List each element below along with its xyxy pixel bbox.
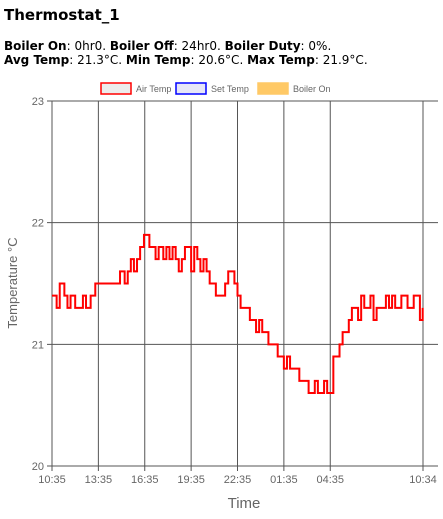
legend-swatch[interactable] xyxy=(100,82,132,95)
y-tick-label: 21 xyxy=(32,339,44,351)
x-tick-label: 22:35 xyxy=(224,474,252,486)
boiler-duty-label: Boiler Duty xyxy=(224,39,301,53)
min-temp-value: : 20.6°C. xyxy=(190,53,248,67)
avg-temp-label: Avg Temp xyxy=(4,53,70,67)
max-temp-label: Max Temp xyxy=(247,53,315,67)
boiler-off-value: : 24hr0. xyxy=(173,39,225,53)
x-tick-label: 04:35 xyxy=(316,474,344,486)
x-tick-label: 19:35 xyxy=(177,474,205,486)
legend-label[interactable]: Boiler On xyxy=(293,84,331,94)
stats-summary: Boiler On: 0hr0. Boiler Off: 24hr0. Boil… xyxy=(4,39,368,67)
chart-grid xyxy=(47,100,438,471)
x-tick-label: 16:35 xyxy=(131,474,159,486)
page-title: Thermostat_1 xyxy=(4,6,120,24)
boiler-on-label: Boiler On xyxy=(4,39,67,53)
x-tick-label: 13:35 xyxy=(85,474,113,486)
chart-series xyxy=(52,233,424,394)
max-temp-value: : 21.9°C. xyxy=(314,53,368,67)
avg-temp-value: : 21.3°C. xyxy=(69,53,126,67)
y-axis-label: Temperature °C xyxy=(5,237,20,328)
x-tick-label: 10:34 xyxy=(409,474,437,486)
chart-axes: 20 21 22 23 10:35 13:35 16:35 19:35 22:35 01:35 04… xyxy=(32,96,437,486)
series-line-air-temp xyxy=(52,233,424,394)
x-axis-label: Time xyxy=(228,495,261,512)
legend-label[interactable]: Set Temp xyxy=(211,84,249,94)
x-tick-label: 10:35 xyxy=(38,474,66,486)
legend-label[interactable]: Air Temp xyxy=(136,84,171,94)
min-temp-label: Min Temp xyxy=(125,53,191,67)
chart-legend[interactable]: Air Temp Set Temp Boiler On xyxy=(100,82,331,95)
stats-line-temps: Avg Temp: 21.3°C. Min Temp: 20.6°C. Max … xyxy=(4,53,368,67)
legend-swatch[interactable] xyxy=(175,82,207,95)
y-tick-label: 20 xyxy=(32,461,44,473)
x-tick-label: 01:35 xyxy=(270,474,298,486)
y-tick-label: 23 xyxy=(32,96,44,108)
y-tick-label: 22 xyxy=(32,218,44,230)
boiler-duty-value: : 0%. xyxy=(300,39,332,53)
legend-swatch[interactable] xyxy=(257,82,289,95)
stats-line-boiler: Boiler On: 0hr0. Boiler Off: 24hr0. Boil… xyxy=(4,39,368,53)
boiler-on-value: : 0hr0. xyxy=(66,39,110,53)
boiler-off-label: Boiler Off xyxy=(109,39,174,53)
